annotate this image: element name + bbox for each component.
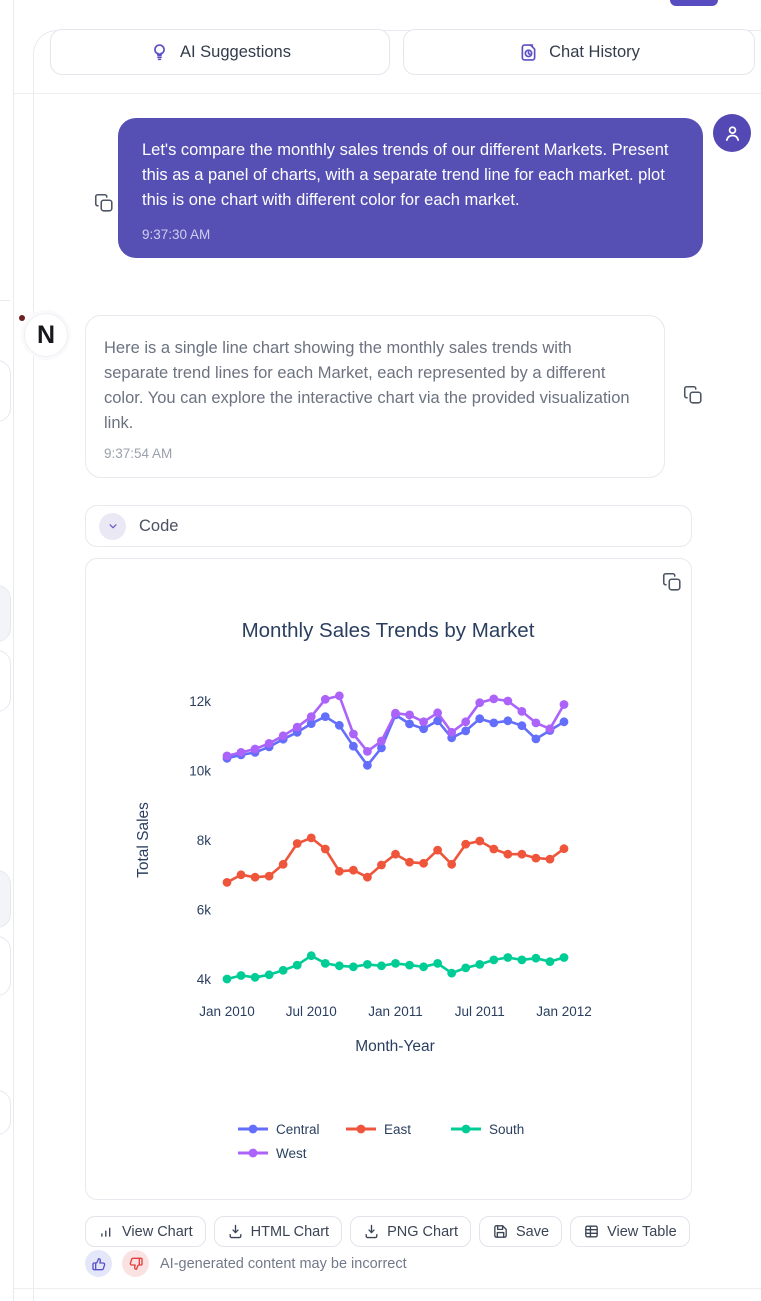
user-message-timestamp: 9:37:30 AM bbox=[142, 227, 211, 242]
hidden-card bbox=[0, 870, 11, 928]
copy-icon bbox=[683, 385, 702, 404]
bottom-divider bbox=[14, 1288, 761, 1289]
thumbs-down-button[interactable] bbox=[122, 1250, 149, 1277]
svg-text:Central: Central bbox=[276, 1122, 320, 1137]
assistant-avatar-dot bbox=[19, 315, 25, 321]
thumbs-down-icon bbox=[129, 1257, 143, 1270]
header-divider bbox=[14, 93, 761, 94]
user-message-text: Let's compare the monthly sales trends o… bbox=[142, 141, 669, 209]
save-label: Save bbox=[516, 1223, 550, 1240]
svg-text:Jan 2012: Jan 2012 bbox=[536, 1004, 592, 1019]
svg-text:Jul 2011: Jul 2011 bbox=[455, 1004, 505, 1019]
svg-text:8k: 8k bbox=[197, 833, 212, 848]
person-icon bbox=[725, 125, 739, 141]
svg-text:West: West bbox=[276, 1146, 307, 1161]
ai-suggestions-label: AI Suggestions bbox=[180, 42, 291, 61]
svg-text:Jan 2011: Jan 2011 bbox=[368, 1004, 423, 1019]
download-icon bbox=[365, 1224, 378, 1239]
view-chart-button[interactable]: View Chart bbox=[85, 1216, 206, 1247]
ai-suggestions-button[interactable]: AI Suggestions bbox=[50, 29, 390, 75]
svg-text:Jul 2010: Jul 2010 bbox=[286, 1004, 337, 1019]
chart-actions-row: View Chart HTML Chart PNG Chart Save bbox=[85, 1216, 690, 1247]
ai-disclaimer-text: AI-generated content may be incorrect bbox=[160, 1256, 407, 1272]
svg-text:6k: 6k bbox=[197, 903, 212, 918]
chevron-down-icon[interactable] bbox=[99, 512, 126, 540]
copy-icon bbox=[662, 572, 681, 591]
hidden-card bbox=[0, 936, 11, 996]
bar-chart-icon bbox=[101, 1227, 111, 1237]
svg-text:Total Sales: Total Sales bbox=[135, 802, 152, 878]
chat-history-icon bbox=[521, 43, 536, 61]
thumbs-up-button[interactable] bbox=[85, 1250, 112, 1277]
svg-text:East: East bbox=[384, 1122, 411, 1137]
view-table-label: View Table bbox=[607, 1223, 677, 1240]
svg-text:10k: 10k bbox=[189, 764, 211, 779]
svg-text:South: South bbox=[489, 1122, 524, 1137]
hidden-card bbox=[0, 585, 11, 642]
code-section-label: Code bbox=[139, 516, 179, 535]
thumbs-up-icon bbox=[91, 1257, 105, 1270]
download-icon bbox=[229, 1224, 242, 1239]
svg-text:Monthly Sales Trends by Market: Monthly Sales Trends by Market bbox=[242, 619, 535, 642]
copy-icon bbox=[94, 193, 113, 212]
scroll-indicator-pill bbox=[670, 0, 718, 6]
hidden-card bbox=[0, 360, 11, 422]
assistant-message-timestamp: 9:37:54 AM bbox=[104, 446, 173, 461]
hidden-card bbox=[0, 1090, 11, 1135]
sales-trend-chart: Monthly Sales Trends by Market Month-Year… bbox=[135, 619, 592, 1161]
code-section-toggle[interactable]: Code bbox=[85, 505, 692, 547]
save-button[interactable]: Save bbox=[479, 1216, 563, 1247]
chart-card: Monthly Sales Trends by Market Month-Year… bbox=[85, 558, 692, 1200]
copy-user-message-button[interactable] bbox=[93, 192, 115, 214]
hidden-card-edge bbox=[0, 300, 10, 301]
chat-history-label: Chat History bbox=[549, 42, 640, 61]
view-chart-label: View Chart bbox=[122, 1223, 193, 1240]
user-message-bubble: Let's compare the monthly sales trends o… bbox=[118, 118, 703, 258]
html-chart-button[interactable]: HTML Chart bbox=[213, 1216, 343, 1247]
table-icon bbox=[585, 1225, 598, 1238]
assistant-avatar-letter: N bbox=[36, 320, 56, 349]
svg-text:Month-Year: Month-Year bbox=[355, 1038, 435, 1055]
assistant-avatar: N bbox=[19, 313, 68, 357]
svg-text:12k: 12k bbox=[189, 694, 211, 709]
view-table-button[interactable]: View Table bbox=[570, 1216, 690, 1247]
png-chart-label: PNG Chart bbox=[387, 1223, 458, 1240]
svg-text:4k: 4k bbox=[197, 972, 212, 987]
save-icon bbox=[494, 1225, 507, 1238]
png-chart-button[interactable]: PNG Chart bbox=[350, 1216, 471, 1247]
lightbulb-icon bbox=[154, 43, 165, 60]
assistant-message-bubble: Here is a single line chart showing the … bbox=[85, 315, 665, 478]
copy-assistant-message-button[interactable] bbox=[682, 384, 704, 406]
panel-divider-line bbox=[13, 0, 14, 1301]
user-avatar bbox=[713, 114, 751, 152]
svg-text:Jan 2010: Jan 2010 bbox=[199, 1004, 255, 1019]
chat-history-button[interactable]: Chat History bbox=[403, 29, 755, 75]
assistant-message-text: Here is a single line chart showing the … bbox=[104, 339, 630, 432]
hidden-card bbox=[0, 650, 11, 712]
copy-chart-button[interactable] bbox=[661, 571, 683, 593]
html-chart-label: HTML Chart bbox=[250, 1223, 330, 1240]
